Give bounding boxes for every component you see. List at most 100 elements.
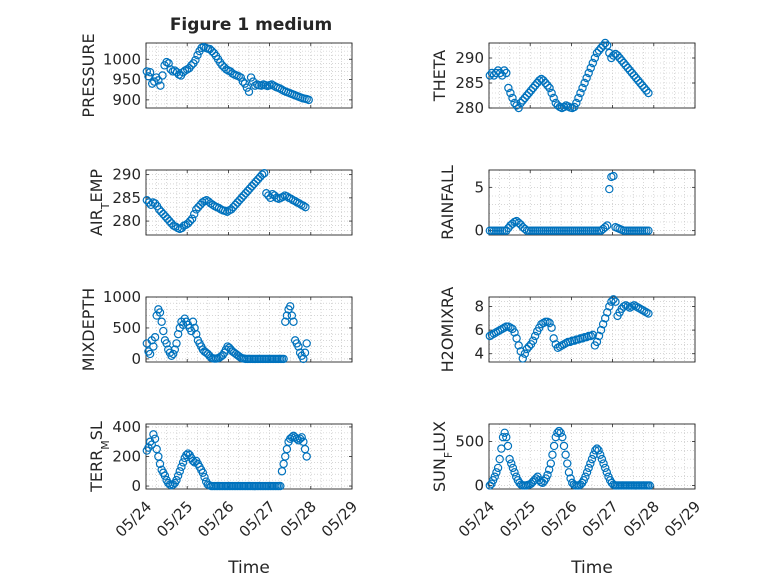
y-tick-label: 8 [474,297,484,315]
data-point [249,179,259,189]
data-point [198,468,208,477]
data-point [588,330,598,340]
data-point [251,177,261,186]
data-point [282,444,292,454]
x-tick-label: 05/27 [578,497,621,540]
subplot-sun-flux: 0 500SUNFLUX05/2405/2505/2605/2705/2805/2… [430,421,704,578]
y-tick-label: 0 [131,477,141,495]
data-point [250,81,260,90]
data-point [586,331,595,341]
y-tick-label: 0 [131,350,141,368]
data-point [262,189,271,198]
data-point [644,226,653,235]
data-point [507,459,516,468]
data-point [234,72,243,81]
data-point [299,201,308,210]
data-point [518,354,527,363]
data-point [600,222,610,232]
subplot-terr-msl: 0 200 400TERRMSL05/2405/2505/2605/2705/280… [87,418,361,578]
data-point [277,467,287,476]
data-point [301,202,310,212]
subplot-pressure: 900 950 1000 PRESSURE [79,33,353,118]
data-point [194,202,203,212]
data-point [276,481,285,491]
data-point [178,458,188,467]
data-point [553,343,563,353]
x-tick-label: 05/24 [112,497,155,540]
data-point [600,463,610,473]
data-point [237,193,246,203]
data-point [596,450,605,459]
data-point [150,333,160,342]
y-axis-label: SUNFLUX [430,421,455,492]
x-axis-label: Time [227,558,270,578]
data-point [546,459,556,468]
data-point [512,101,521,110]
x-tick-label: 05/25 [153,497,196,540]
data-point [597,454,607,464]
data-point [506,88,515,98]
data-point [594,446,603,455]
data-point [264,191,273,200]
subplot-theta: 280 285 290 THETA [430,38,696,117]
data-point [603,221,612,230]
data-point [155,308,165,317]
subplot-mixdepth: 0 500 1000 MIXDEPTH [79,288,353,371]
data-point [157,317,166,326]
data-point [142,67,152,76]
data-point [638,305,647,315]
data-point [555,342,565,351]
data-point [500,323,509,332]
data-point [300,348,310,357]
data-point [504,322,513,331]
data-point [602,468,612,477]
data-point [243,186,252,196]
data-point [548,450,557,459]
data-point [644,88,653,98]
data-point [603,308,612,317]
data-point [588,58,598,68]
data-point [524,342,534,351]
data-point [526,86,536,95]
data-point [556,428,565,437]
data-point [156,81,165,90]
data-point [530,331,540,341]
x-tick-label: 05/24 [455,497,498,540]
data-point [609,171,618,181]
data-point [522,91,532,100]
data-point [500,66,509,75]
data-point [520,349,530,358]
data-point [485,331,495,341]
data-point [247,182,257,191]
data-point [558,432,567,442]
data-point [564,468,574,477]
data-point [621,301,630,310]
data-point [613,51,622,60]
y-axis-label: THETA [430,50,449,102]
data-point [574,93,583,103]
x-tick-label: 05/26 [537,497,580,540]
y-tick-label: 1000 [103,288,141,306]
data-point [145,68,155,77]
y-axis-label: AIRTEMP [87,169,112,236]
data-point [180,66,190,75]
data-point [495,454,504,464]
data-point [586,63,595,73]
data-point [239,191,248,200]
data-point [187,61,196,70]
data-point [231,200,240,210]
data-point [500,428,509,437]
data-point [253,175,263,184]
data-point [599,459,608,468]
data-point [246,73,256,82]
data-point [508,93,517,103]
data-point [543,470,552,480]
data-point [295,199,304,208]
data-point [168,349,178,359]
data-point [190,323,199,333]
y-tick-label: 4 [474,345,484,363]
y-axis-label: RAINFALL [438,165,457,240]
data-point [150,434,160,443]
data-point [487,330,497,340]
data-point [607,297,616,306]
